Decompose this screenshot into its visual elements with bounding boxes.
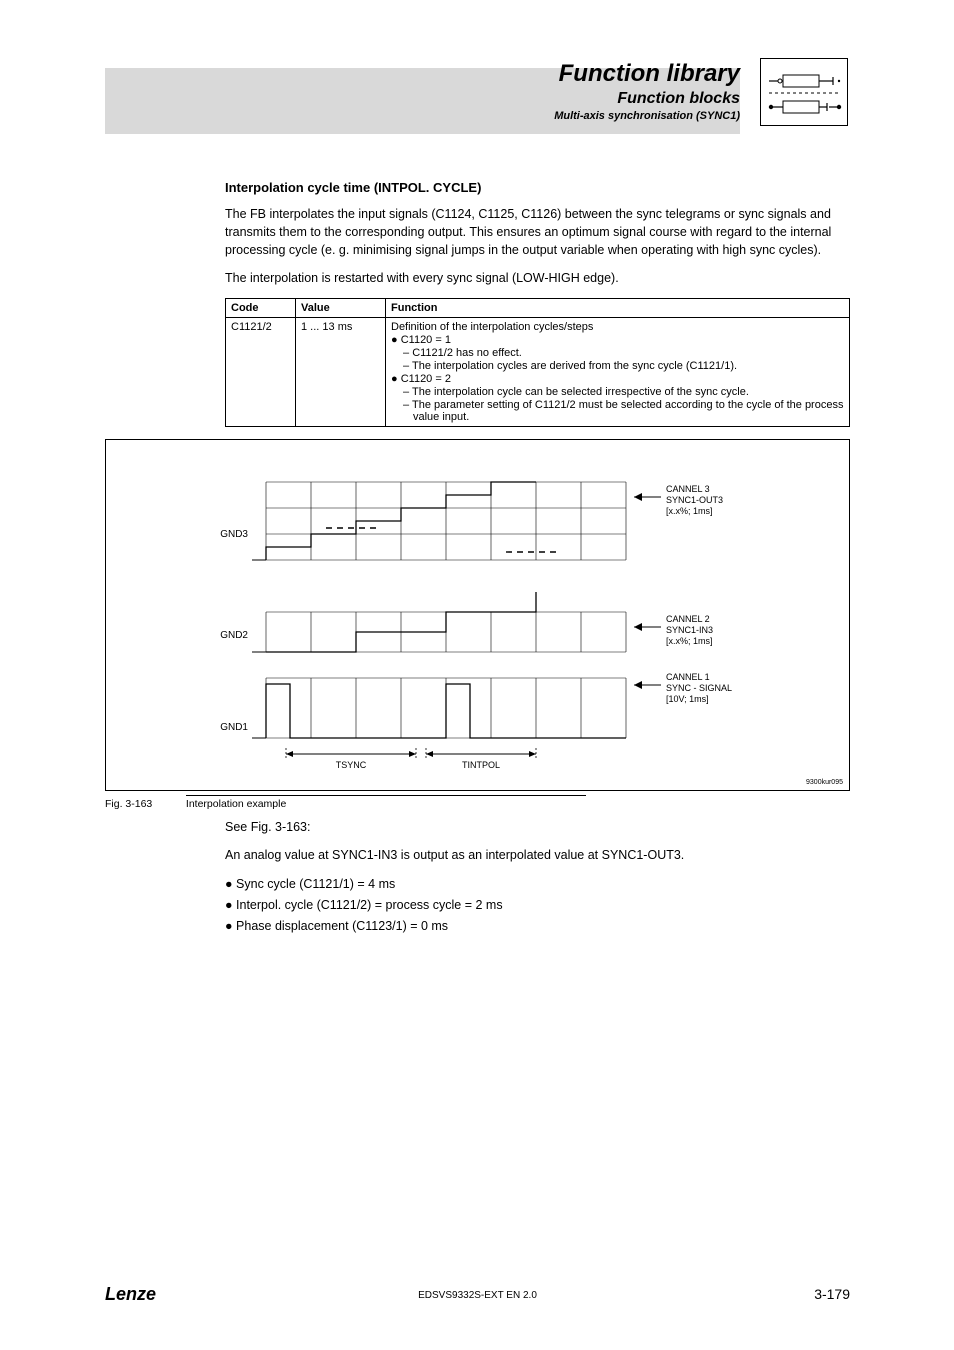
svg-text:GND2: GND2: [220, 630, 248, 641]
chart-ref: 9300kur095: [806, 779, 843, 786]
footer-doc: EDSVS9332S-EXT EN 2.0: [105, 1290, 850, 1301]
cell-code: C1121/2: [226, 317, 296, 426]
intro-paragraph-2: The interpolation is restarted with ever…: [225, 269, 850, 287]
after-bullets: Sync cycle (C1121/1) = 4 ms Interpol. cy…: [225, 874, 850, 938]
func-b1b: The interpolation cycles are derived fro…: [403, 360, 844, 372]
intro-paragraph-1: The FB interpolates the input signals (C…: [225, 205, 850, 259]
cell-value: 1 ... 13 ms: [296, 317, 386, 426]
svg-text:SYNC1-OUT3: SYNC1-OUT3: [666, 495, 723, 505]
func-b2b: The parameter setting of C1121/2 must be…: [403, 399, 844, 423]
bullet-item: Sync cycle (C1121/1) = 4 ms: [225, 874, 850, 895]
th-value: Value: [296, 298, 386, 317]
header-subtitle: Function blocks: [420, 90, 740, 108]
func-def: Definition of the interpolation cycles/s…: [391, 321, 844, 333]
timing-chart-svg: GND3CANNEL 3SYNC1-OUT3[x.x%; 1ms]GND2CAN…: [116, 452, 836, 772]
th-function: Function: [386, 298, 850, 317]
table-row: C1121/2 1 ... 13 ms Definition of the in…: [226, 317, 850, 426]
svg-text:GND3: GND3: [220, 529, 248, 540]
header-title: Function library: [420, 60, 740, 88]
svg-text:CANNEL 2: CANNEL 2: [666, 614, 710, 624]
svg-text:[10V; 1ms]: [10V; 1ms]: [666, 694, 709, 704]
bullet-item: Phase displacement (C1123/1) = 0 ms: [225, 916, 850, 937]
see-line: See Fig. 3-163:: [225, 818, 850, 836]
func-b2: C1120 = 2: [391, 373, 844, 385]
svg-text:SYNC - SIGNAL: SYNC - SIGNAL: [666, 683, 732, 693]
svg-text:SYNC1-IN3: SYNC1-IN3: [666, 625, 713, 635]
page-footer: Lenze EDSVS9332S-EXT EN 2.0 3-179: [105, 1284, 850, 1305]
th-code: Code: [226, 298, 296, 317]
main-content: Interpolation cycle time (INTPOL. CYCLE)…: [225, 180, 850, 938]
figure-caption-text: Interpolation example: [186, 795, 586, 810]
svg-text:TINTPOL: TINTPOL: [462, 760, 500, 770]
section-title: Interpolation cycle time (INTPOL. CYCLE): [225, 180, 850, 195]
figure-caption: Fig. 3-163 Interpolation example: [105, 795, 850, 810]
after-line: An analog value at SYNC1-IN3 is output a…: [225, 846, 850, 864]
svg-text:GND1: GND1: [220, 722, 248, 733]
footer-page: 3-179: [814, 1286, 850, 1302]
code-table: Code Value Function C1121/2 1 ... 13 ms …: [225, 298, 850, 427]
svg-text:CANNEL 3: CANNEL 3: [666, 484, 710, 494]
block-diagram-icon: [760, 58, 848, 126]
svg-text:CANNEL 1: CANNEL 1: [666, 672, 710, 682]
header-block: Function library Function blocks Multi-a…: [420, 60, 740, 122]
svg-text:TSYNC: TSYNC: [336, 760, 367, 770]
func-b1a: C1121/2 has no effect.: [403, 347, 844, 359]
bullet-item: Interpol. cycle (C1121/2) = process cycl…: [225, 895, 850, 916]
header-sub2: Multi-axis synchronisation (SYNC1): [420, 110, 740, 122]
svg-text:[x.x%; 1ms]: [x.x%; 1ms]: [666, 506, 713, 516]
func-b2a: The interpolation cycle can be selected …: [403, 386, 844, 398]
cell-function: Definition of the interpolation cycles/s…: [386, 317, 850, 426]
timing-chart: GND3CANNEL 3SYNC1-OUT3[x.x%; 1ms]GND2CAN…: [105, 439, 850, 791]
svg-text:[x.x%; 1ms]: [x.x%; 1ms]: [666, 636, 713, 646]
figure-number: Fig. 3-163: [105, 798, 183, 810]
func-b1: C1120 = 1: [391, 334, 844, 346]
